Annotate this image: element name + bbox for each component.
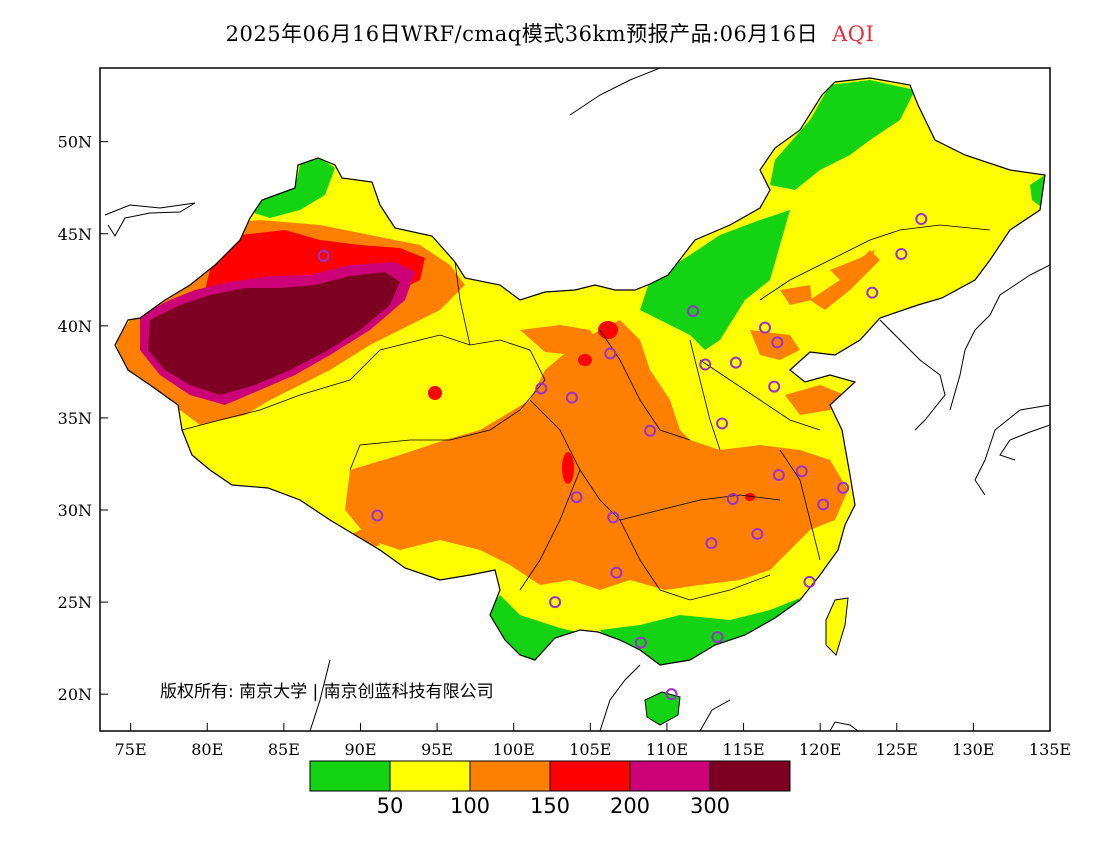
aqi-good-zone-northeast [770,80,915,190]
y-tick-label: 40N [58,317,92,336]
x-tick-label: 85E [268,740,300,759]
station-marker [711,631,724,644]
copyright-text: 版权所有: 南京大学 | 南京创蓝科技有限公司 [160,682,494,702]
monitoring-stations [317,213,928,701]
y-tick-label: 50N [58,133,92,152]
aqi-unhealthy-spot-yinchuan [598,321,618,339]
legend-swatch [309,760,391,792]
aqi-moderate-zone-hexi [520,325,600,355]
station-marker [686,305,699,318]
x-tick-label: 130E [952,740,994,759]
aqi-moderate-zone-jilin [830,250,875,280]
aqi-unhealthy-spot-sichuan [562,452,574,484]
station-marker [803,575,816,588]
legend-swatch [709,760,791,792]
aqi-good-zone-altay [245,158,335,218]
x-tick-label: 110E [646,740,688,759]
chart-title: 2025年06月16日WRF/cmaq模式36km预报产品:06月16日 AQI [0,18,1100,48]
x-tick-label: 100E [493,740,535,759]
station-marker [634,636,647,649]
station-marker [535,382,548,395]
aqi-moderate-zone-central [345,320,848,590]
station-marker [866,286,879,299]
legend-label: 200 [610,794,650,818]
x-tick-label: 90E [344,740,376,759]
x-tick-label: 105E [569,740,611,759]
station-marker [705,537,718,550]
aqi-good-zone-inner-mongolia [640,210,790,350]
station-marker [751,527,764,540]
province-boundaries [181,224,991,601]
hainan-island [644,691,681,726]
y-tick-label: 25N [58,593,92,612]
legend-label: 50 [377,794,404,818]
station-marker [570,491,583,504]
legend-swatch [629,760,711,792]
aqi-moderate-zone-chifeng [780,285,812,305]
legend-label: 100 [450,794,490,818]
station-marker [726,492,739,505]
station-marker [644,424,657,437]
y-tick-label: 20N [58,685,92,704]
y-tick-label: 35N [58,409,92,428]
x-tick-label: 75E [115,740,147,759]
china-border [114,77,1046,666]
station-marker [729,356,742,369]
station-marker [610,566,623,579]
station-marker [604,347,617,360]
station-marker [771,336,784,349]
x-axis-ticks: 75E 80E 85E 90E 95E 100E 105E 110E 115E 120E 125E 1… [115,723,1071,759]
station-marker [699,358,712,371]
x-tick-label: 125E [876,740,918,759]
station-marker [768,380,781,393]
aqi-good-zone-south [600,598,800,665]
aqi-hazardous-zone [148,272,400,395]
aqi-moderate-zone-jingjin [750,330,800,360]
x-tick-label: 120E [799,740,841,759]
station-marker [665,688,678,701]
station-marker [895,248,908,261]
title-main: 2025年06月16日WRF/cmaq模式36km预报产品:06月16日 [225,22,819,46]
y-tick-label: 30N [58,501,92,520]
legend-label: 300 [690,794,730,818]
station-marker [759,321,771,334]
station-marker [772,469,785,482]
legend-swatch [389,760,471,792]
title-variable: AQI [832,22,875,46]
station-marker [371,509,384,522]
station-marker [565,391,578,404]
station-marker [716,417,729,430]
aqi-moderate-zone-shandong [785,385,845,415]
y-tick-label: 45N [58,225,92,244]
x-tick-label: 95E [421,740,453,759]
aqi-unhealthy-spot-anhui [745,493,755,501]
station-marker [795,465,808,478]
aqi-legend: 50 100 150 200 300 [309,760,791,818]
y-axis-ticks: 20N 25N 30N 35N 40N 45N 50N [58,133,108,704]
station-marker [607,511,620,524]
station-marker [837,481,850,494]
x-tick-label: 135E [1029,740,1071,759]
legend-label: 150 [530,794,570,818]
station-marker [915,213,928,226]
taiwan-island [825,597,849,656]
coastlines [104,68,1050,731]
x-tick-label: 80E [191,740,223,759]
x-tick-label: 115E [722,740,764,759]
aqi-unhealthy-spot-lanzhou [578,354,592,366]
aqi-unhealthy-spot-qinghai [428,386,442,400]
station-marker [549,596,562,609]
station-marker [817,498,830,511]
legend-swatch [549,760,631,792]
legend-swatch [469,760,551,792]
station-marker [317,249,330,262]
